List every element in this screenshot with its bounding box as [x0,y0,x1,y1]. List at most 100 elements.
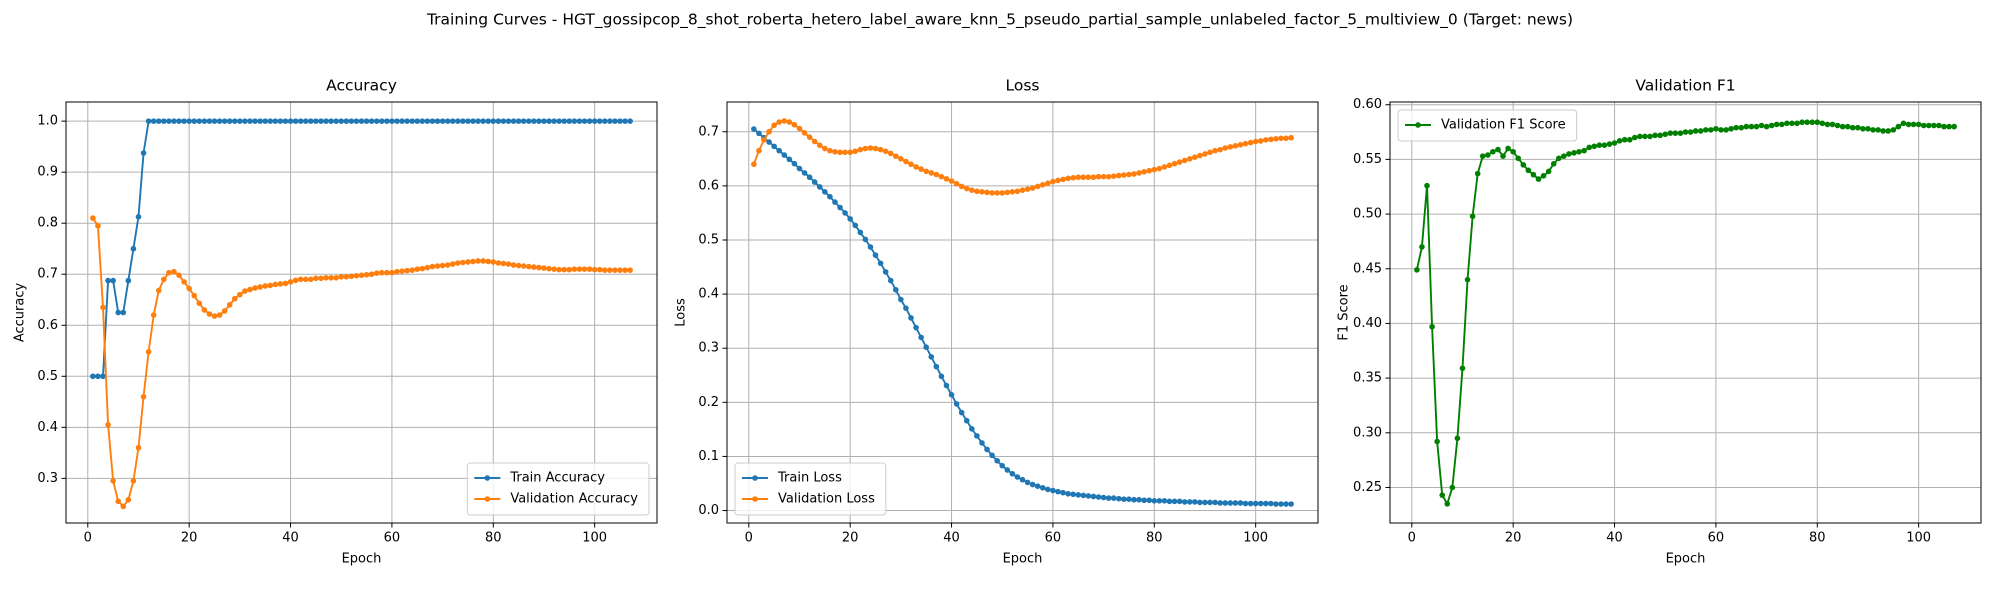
point [171,118,177,124]
point [145,118,152,124]
point [796,125,803,132]
point [1819,120,1826,127]
point [176,118,182,124]
point [247,118,253,124]
point [969,187,975,194]
point [343,118,350,124]
y-tick-label: 0.35 [1353,371,1382,386]
point [948,391,955,398]
y-tick-label: 0.4 [698,287,719,302]
point [1151,166,1158,173]
point [1824,121,1831,128]
point [262,283,268,289]
point [882,148,889,155]
point [490,259,497,265]
point [1161,164,1168,170]
point [892,153,899,159]
legend-item: Validation F1 Score [1405,118,1566,133]
point [566,118,573,124]
point [439,262,446,269]
legend-box [466,462,650,516]
point [135,444,142,451]
point [1687,129,1694,135]
point [806,134,813,140]
point [1768,122,1775,129]
point [196,118,203,124]
point [338,118,345,124]
point [389,118,395,124]
point [938,373,945,380]
y-tick-label: 0.6 [698,178,719,193]
point [1941,123,1947,130]
point [515,262,522,269]
point [546,265,552,272]
point [1009,470,1016,477]
point [429,263,436,270]
point [1065,490,1071,497]
point [358,272,365,279]
x-axis-label: Epoch [1666,552,1706,567]
y-tick-label: 0.4 [37,420,58,435]
point [1439,492,1446,498]
point [166,269,172,276]
x-tick-label: 80 [1809,531,1826,546]
point [556,266,562,273]
point [115,309,122,316]
point [1060,489,1066,496]
point [1019,476,1026,483]
point [877,260,884,267]
point [832,199,838,205]
point [125,496,132,503]
point [1034,183,1041,190]
point [933,363,940,370]
point [1814,119,1821,126]
point [1677,130,1684,136]
point [1616,138,1623,144]
point [847,216,853,222]
point [801,130,808,136]
x-tick-label: 20 [1505,531,1522,546]
point [1550,160,1557,167]
point [989,452,995,459]
point [140,150,147,156]
point [216,312,223,318]
point [1626,136,1633,143]
point [811,138,818,145]
point [95,222,101,229]
point [913,164,919,170]
point [272,281,279,288]
point [928,170,935,176]
point [943,382,950,389]
point [811,179,818,185]
point [1207,499,1213,506]
point [791,160,798,167]
point [1692,128,1699,134]
y-tick-label: 0.50 [1353,207,1382,222]
legend-item: Validation Accuracy [474,492,638,507]
point [328,274,334,281]
y-tick-label: 0.6 [37,318,58,333]
point [999,462,1006,469]
point [297,118,304,124]
point [490,118,497,124]
point [480,258,486,264]
point [1566,151,1572,157]
legend-item: Validation Loss [742,492,875,507]
point [877,146,884,153]
point [1121,496,1127,502]
point [1809,119,1816,126]
y-tick-label: 0.5 [37,369,58,384]
point [908,161,914,168]
point [531,264,537,270]
point [1060,176,1066,183]
point [1039,181,1046,188]
point [1581,147,1587,154]
point [1849,124,1856,131]
point [1136,170,1142,176]
point [1713,125,1719,132]
point [852,148,859,155]
point [90,215,96,221]
point [277,118,284,124]
point [1116,495,1122,502]
point [485,118,492,124]
